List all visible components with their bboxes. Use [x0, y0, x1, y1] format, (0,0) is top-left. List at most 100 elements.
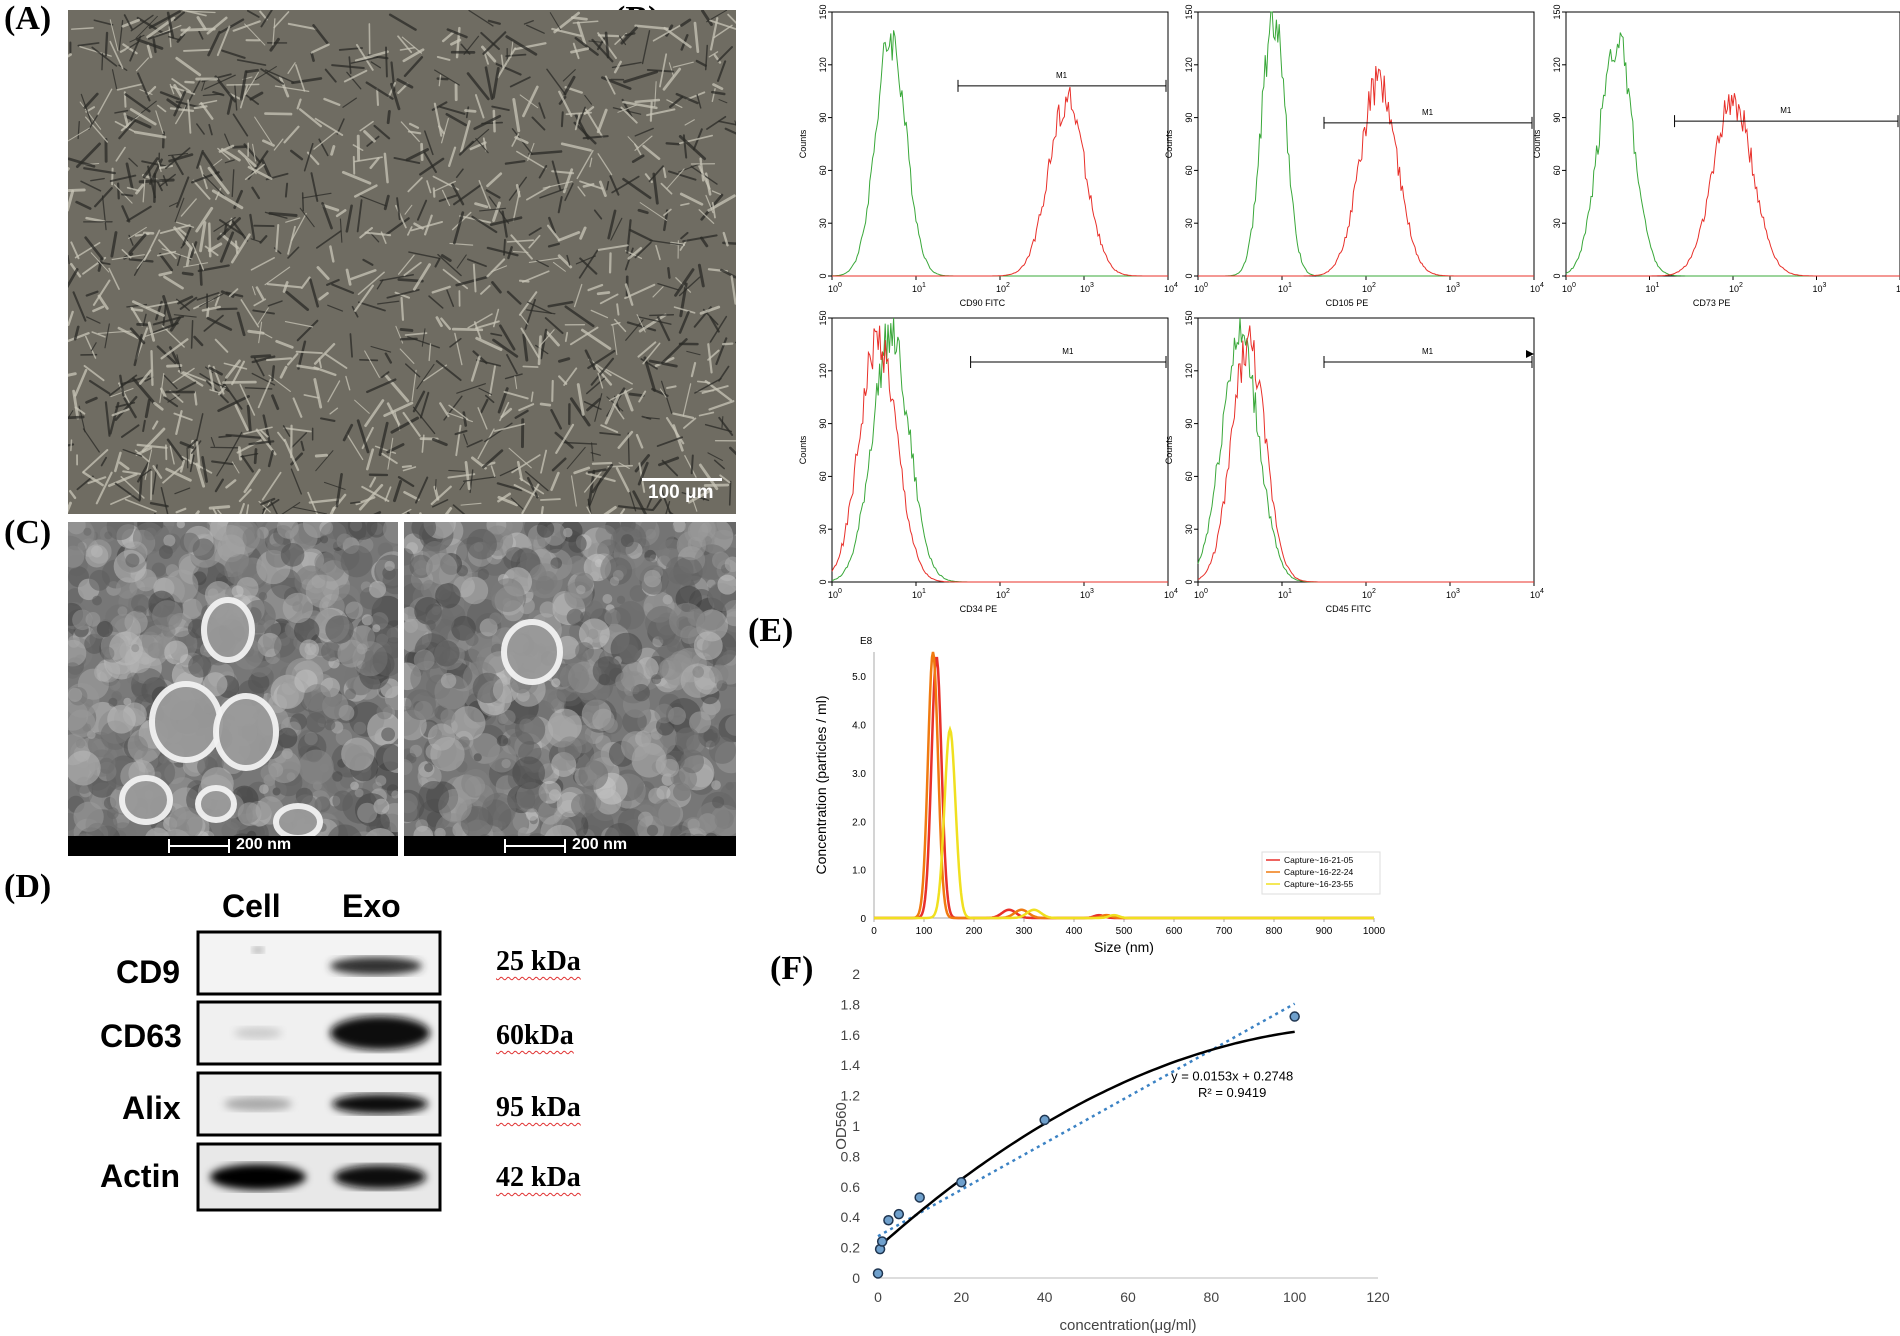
cell-303 [551, 160, 562, 191]
cell-898 [142, 179, 146, 203]
cell-54 [68, 254, 70, 265]
tem-grain-379 [353, 721, 367, 735]
tem-grain-698 [242, 526, 265, 549]
cell-990 [624, 283, 634, 306]
x-tick-label: 800 [1266, 926, 1283, 937]
tem-grain-676 [620, 731, 651, 762]
cell-1023 [399, 337, 418, 341]
cell-1297 [254, 66, 277, 81]
cell-1181 [284, 182, 289, 198]
cell-1114 [147, 30, 172, 40]
cell-953 [329, 506, 336, 514]
cell-670 [560, 111, 564, 128]
cell-1188 [521, 483, 540, 514]
cell-103 [577, 186, 586, 197]
cell-338 [238, 488, 252, 503]
cell-782 [451, 183, 465, 206]
cell-1006 [157, 104, 167, 113]
cell-494 [175, 381, 197, 394]
exosome-vesicle-5 [273, 803, 323, 841]
cell-575 [273, 11, 290, 29]
cell-887 [145, 300, 179, 309]
tem-grain-554 [465, 632, 479, 647]
cell-1053 [260, 10, 273, 28]
cell-795 [91, 46, 118, 67]
cell-1120 [273, 138, 284, 151]
cell-861 [396, 197, 401, 221]
cell-18 [508, 447, 532, 469]
cell-248 [119, 46, 130, 53]
cell-1031 [639, 202, 668, 221]
cell-1017 [711, 202, 716, 219]
panel-label-c: (C) [4, 514, 52, 551]
cell-756 [455, 275, 488, 287]
cell-1129 [700, 236, 709, 248]
cell-368 [290, 468, 302, 495]
cell-1258 [187, 99, 192, 134]
cell-1091 [497, 495, 519, 507]
cell-600 [158, 271, 173, 277]
cell-930 [674, 268, 695, 297]
cell-763 [211, 460, 235, 466]
x-tick-exponent: 3 [1456, 282, 1460, 289]
cell-765 [450, 38, 462, 46]
cell-478 [93, 19, 114, 26]
cell-1233 [68, 53, 72, 58]
cell-445 [618, 35, 627, 46]
y-tick-label: 120 [1184, 57, 1194, 72]
cell-184 [169, 445, 175, 465]
cell-316 [407, 130, 422, 135]
cell-712 [438, 194, 458, 203]
panel-label-d: (D) [4, 868, 52, 905]
cell-171 [383, 194, 390, 211]
cell-423 [640, 358, 658, 370]
x-tick-label: 100 [916, 926, 933, 937]
cell-687 [77, 120, 80, 140]
cell-1222 [179, 459, 186, 473]
cell-734 [489, 216, 523, 227]
cell-668 [474, 94, 485, 119]
cell-833 [170, 85, 196, 95]
cell-456 [597, 34, 620, 38]
cell-467 [274, 85, 310, 93]
x-axis-label: Size (nm) [1094, 939, 1154, 955]
cell-1183 [707, 452, 723, 461]
cell-128 [401, 464, 413, 468]
tem-grain-590 [354, 788, 364, 798]
cell-47 [126, 205, 152, 222]
cell-301 [583, 470, 603, 493]
cell-796 [231, 360, 246, 386]
cell-1021 [678, 310, 690, 334]
cell-632 [684, 119, 695, 126]
tem-grain-614 [376, 703, 393, 720]
cell-806 [83, 167, 116, 175]
cell-1229 [440, 317, 452, 331]
cell-1277 [354, 284, 374, 312]
cell-944 [137, 72, 151, 102]
cell-352 [379, 274, 414, 282]
tem-grain-534 [381, 727, 396, 742]
cell-12 [217, 395, 250, 413]
cell-442 [88, 379, 111, 395]
tem-grain-422 [375, 743, 398, 772]
cell-355 [606, 180, 610, 191]
cell-637 [195, 462, 206, 488]
cell-1081 [249, 213, 256, 240]
cell-794 [373, 511, 382, 514]
x-tick-exponent: 2 [1372, 588, 1376, 595]
cell-547 [175, 105, 187, 125]
cell-927 [478, 180, 491, 209]
cell-174 [587, 283, 604, 292]
cell-449 [707, 349, 720, 361]
cell-24 [545, 330, 560, 347]
cell-1234 [175, 507, 187, 514]
cell-801 [686, 350, 701, 356]
tem-grain-699 [285, 530, 295, 540]
cell-700 [448, 146, 457, 167]
cell-1139 [634, 127, 654, 137]
cell-1157 [208, 366, 223, 376]
tem-grain-646 [106, 807, 119, 819]
cell-1225 [266, 282, 302, 289]
cell-1118 [386, 288, 420, 299]
y-tick-label: 0 [860, 914, 866, 925]
